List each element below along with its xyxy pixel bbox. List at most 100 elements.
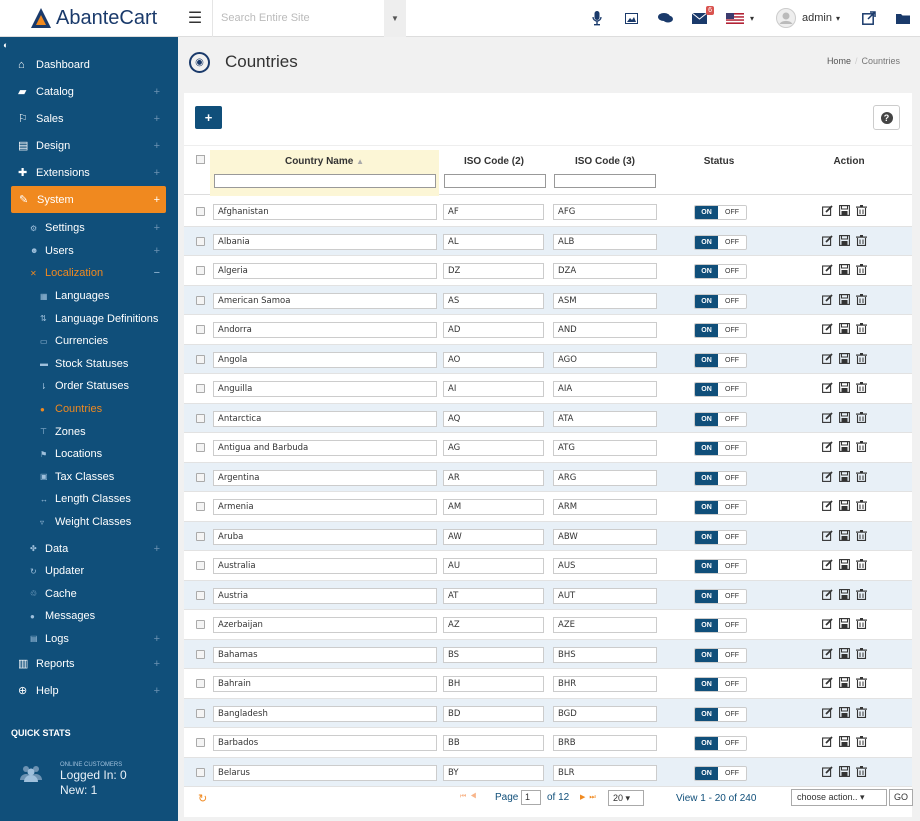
trash-icon[interactable] <box>856 264 867 275</box>
iso2-field[interactable]: AO <box>443 351 544 368</box>
status-toggle[interactable]: ON OFF <box>694 382 747 397</box>
save-icon[interactable] <box>839 500 850 511</box>
status-toggle[interactable]: ON OFF <box>694 500 747 515</box>
edit-icon[interactable] <box>822 293 833 305</box>
edit-icon[interactable] <box>822 323 833 334</box>
status-toggle[interactable]: ON OFF <box>694 293 747 309</box>
country-name-field[interactable]: Azerbaijan <box>213 617 437 633</box>
status-toggle[interactable]: ON OFF <box>694 264 747 279</box>
save-icon[interactable] <box>839 293 850 305</box>
iso3-field[interactable]: BRB <box>553 735 657 751</box>
sidebar-item-dashboard[interactable]: ⌂ Dashboard <box>18 58 90 71</box>
status-toggle[interactable]: ON OFF <box>694 411 747 427</box>
country-name-field[interactable]: Bahamas <box>213 646 437 663</box>
country-name-field[interactable]: Afghanistan <box>213 204 437 220</box>
iso3-field[interactable]: ALB <box>553 233 657 250</box>
status-toggle[interactable]: ON OFF <box>694 677 747 692</box>
iso3-field[interactable]: BHR <box>553 676 657 692</box>
row-checkbox[interactable] <box>196 236 205 246</box>
save-icon[interactable] <box>839 411 850 423</box>
sidebar-item-order-statuses[interactable]: ⇂ Order Statuses <box>40 380 129 393</box>
iso3-field[interactable]: BLR <box>553 764 657 781</box>
row-checkbox[interactable] <box>196 620 205 629</box>
row-checkbox[interactable] <box>196 767 205 777</box>
trash-icon[interactable] <box>856 618 867 629</box>
row-checkbox[interactable] <box>196 354 205 364</box>
row-checkbox[interactable] <box>196 295 205 305</box>
iso2-field[interactable]: AF <box>443 204 544 220</box>
edit-icon[interactable] <box>822 559 833 570</box>
external-link-icon[interactable] <box>852 0 886 37</box>
column-header-iso2[interactable]: ISO Code (2) <box>463 156 524 167</box>
status-toggle[interactable]: ON OFF <box>694 618 747 633</box>
iso3-field[interactable]: DZA <box>553 263 657 279</box>
iso2-field[interactable]: AI <box>443 381 544 397</box>
column-header-iso3[interactable]: ISO Code (3) <box>574 156 635 167</box>
trash-icon[interactable] <box>856 736 867 747</box>
iso3-field[interactable]: ARG <box>553 469 657 486</box>
sidebar-item-updater[interactable]: ↻ Updater <box>30 565 85 578</box>
row-checkbox[interactable] <box>196 531 205 541</box>
row-checkbox[interactable] <box>196 679 205 688</box>
save-icon[interactable] <box>839 765 850 777</box>
edit-icon[interactable] <box>822 677 833 688</box>
row-checkbox[interactable] <box>196 266 205 275</box>
sidebar-item-design[interactable]: ▤ Design + <box>18 139 160 153</box>
iso2-field[interactable]: AQ <box>443 410 544 427</box>
status-toggle[interactable]: ON OFF <box>694 559 747 574</box>
sidebar-item-data[interactable]: ✤ Data + <box>30 542 160 555</box>
save-icon[interactable] <box>839 618 850 629</box>
breadcrumb-home[interactable]: Home <box>826 56 851 66</box>
save-icon[interactable] <box>839 647 850 659</box>
country-name-field[interactable]: Antigua and Barbuda <box>213 440 437 456</box>
save-icon[interactable] <box>839 470 850 482</box>
sidebar-item-tax-classes[interactable]: ▣ Tax Classes <box>40 470 115 483</box>
edit-icon[interactable] <box>822 470 833 482</box>
save-icon[interactable] <box>839 382 850 393</box>
edit-icon[interactable] <box>822 706 833 718</box>
trash-icon[interactable] <box>856 765 867 777</box>
save-icon[interactable] <box>839 205 850 216</box>
sidebar-item-locations[interactable]: ⚑ Locations <box>40 448 103 461</box>
iso2-field[interactable]: AT <box>443 587 544 604</box>
sidebar-item-currencies[interactable]: ▭ Currencies <box>40 335 109 348</box>
status-toggle[interactable]: ON OFF <box>694 588 747 604</box>
sidebar-item-messages[interactable]: ● Messages <box>30 610 96 623</box>
trash-icon[interactable] <box>856 677 867 688</box>
status-toggle[interactable]: ON OFF <box>694 441 747 456</box>
select-all-checkbox[interactable] <box>196 155 205 164</box>
iso2-field[interactable]: AG <box>443 440 544 456</box>
edit-icon[interactable] <box>822 234 833 246</box>
iso2-field[interactable]: BB <box>443 735 544 751</box>
sidebar-item-extensions[interactable]: ✚ Extensions + <box>18 166 160 180</box>
sidebar-item-countries[interactable]: ● Countries <box>40 403 103 416</box>
filter-iso2-input[interactable] <box>444 174 546 188</box>
trash-icon[interactable] <box>856 706 867 718</box>
sidebar-item-zones[interactable]: ⊤ Zones <box>40 425 86 438</box>
trash-icon[interactable] <box>856 529 867 541</box>
iso2-field[interactable]: AZ <box>443 617 544 633</box>
microphone-icon[interactable] <box>580 0 614 37</box>
row-checkbox[interactable] <box>196 738 205 747</box>
iso2-field[interactable]: AU <box>443 558 544 574</box>
row-checkbox[interactable] <box>196 708 205 718</box>
sidebar-item-logs[interactable]: ▤ Logs + <box>30 632 160 645</box>
trash-icon[interactable] <box>856 647 867 659</box>
sidebar-item-settings[interactable]: ⚙ Settings + <box>30 222 160 235</box>
save-icon[interactable] <box>839 559 850 570</box>
sidebar-toggle-icon[interactable]: ◐ <box>3 40 9 50</box>
edit-icon[interactable] <box>822 500 833 511</box>
trash-icon[interactable] <box>856 382 867 393</box>
trash-icon[interactable] <box>856 470 867 482</box>
mail-icon[interactable]: 6 <box>682 0 716 37</box>
sidebar-item-sales[interactable]: ⚐ Sales + <box>18 112 160 126</box>
iso2-field[interactable]: BH <box>443 676 544 692</box>
trash-icon[interactable] <box>856 411 867 423</box>
status-toggle[interactable]: ON OFF <box>694 470 747 486</box>
save-icon[interactable] <box>839 264 850 275</box>
country-name-field[interactable]: Argentina <box>213 469 437 486</box>
country-name-field[interactable]: Andorra <box>213 322 437 338</box>
trash-icon[interactable] <box>856 352 867 364</box>
edit-icon[interactable] <box>822 588 833 600</box>
edit-icon[interactable] <box>822 264 833 275</box>
